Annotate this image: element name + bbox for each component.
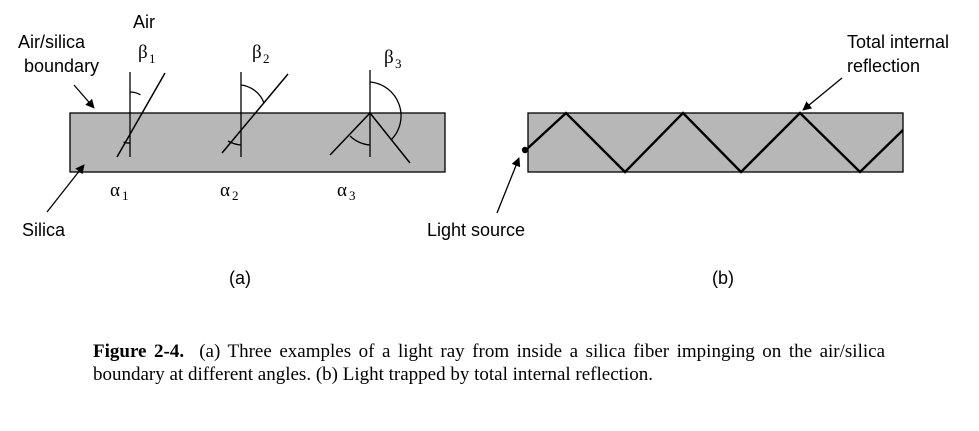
beta-3-subscript: 3: [395, 56, 402, 71]
light-source-arrow: [496, 157, 521, 214]
silica-fiber-b: [527, 112, 904, 173]
beta-2-subscript: 2: [263, 51, 270, 66]
boundary-arrow: [73, 84, 95, 109]
silica-label: Silica: [22, 220, 66, 240]
alpha-3-arc: [349, 135, 371, 146]
light-source-label: Light source: [427, 220, 525, 240]
beta-2-arc: [240, 84, 265, 104]
panel-a-label: (a): [229, 268, 251, 288]
silica-fiber-a: [69, 112, 446, 173]
boundary-label-line1: Air/silica: [18, 32, 86, 52]
alpha-3-subscript: 3: [349, 188, 356, 203]
alpha-1-subscript: 1: [122, 188, 129, 203]
alpha-2-arc: [227, 140, 242, 146]
beta-1-arc: [129, 91, 141, 96]
beta-3-arc: [369, 81, 402, 141]
ray-3-incident: [329, 112, 371, 156]
light-source-dot: [521, 146, 529, 154]
caption-text: (a) Three examples of a light ray from i…: [93, 341, 886, 385]
ray-3-group: [329, 70, 411, 164]
alpha-1-symbol: α: [110, 180, 120, 201]
tir-label-line2: reflection: [847, 56, 920, 76]
beta-1-subscript: 1: [149, 51, 156, 66]
alpha-1-arc: [123, 141, 131, 144]
figure-number: Figure 2-4.: [93, 341, 185, 362]
ray-2: [221, 73, 289, 154]
zigzag-light-path: [527, 111, 904, 174]
ray-2-group: [221, 72, 289, 157]
figure-caption: Figure 2-4. (a) Three examples of a ligh…: [93, 340, 885, 386]
air-label: Air: [133, 12, 155, 32]
alpha-2-symbol: α: [220, 180, 230, 201]
tir-label-line1: Total internal: [847, 32, 949, 52]
silica-arrow: [46, 164, 85, 213]
ray-1-group: [116, 72, 166, 158]
panel-b: Total internal reflection Light source (…: [427, 32, 949, 288]
beta-3-symbol: β: [384, 47, 394, 68]
panel-a: Air Air/silica boundary β 1 β 2 β 3 α 1 …: [18, 12, 446, 288]
boundary-label-line2: boundary: [24, 56, 99, 76]
alpha-2-subscript: 2: [232, 188, 239, 203]
ray-3-reflected: [369, 112, 411, 164]
beta-1-symbol: β: [138, 42, 148, 63]
beta-2-symbol: β: [252, 42, 262, 63]
alpha-3-symbol: α: [337, 180, 347, 201]
panel-b-label: (b): [712, 268, 734, 288]
tir-arrow: [802, 77, 843, 111]
